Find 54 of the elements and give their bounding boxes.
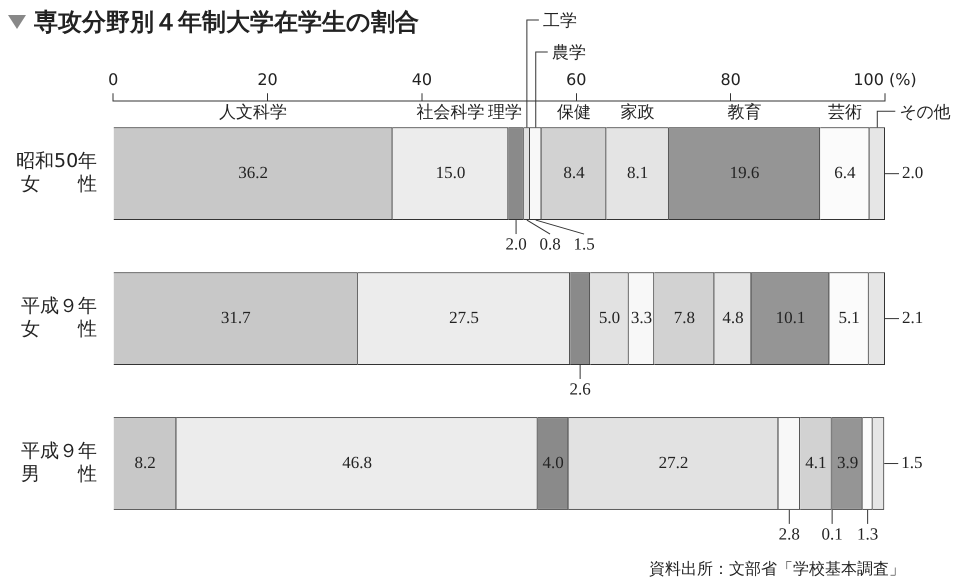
data-label: 8.4 — [563, 163, 586, 182]
x-tick-label: 40 — [412, 70, 432, 89]
data-label: 27.5 — [449, 308, 479, 328]
x-tick-label: 60 — [566, 70, 586, 89]
data-label: 6.4 — [834, 163, 856, 182]
x-tick-label: 100 (%) — [853, 70, 917, 89]
data-label: 46.8 — [342, 453, 372, 472]
data-label: 4.0 — [542, 453, 564, 472]
data-label: 2.6 — [570, 379, 591, 398]
data-label: 2.0 — [902, 163, 924, 182]
text: 工学 — [542, 11, 577, 31]
data-label: 5.1 — [838, 308, 860, 328]
category-label: 昭和50年 — [16, 150, 98, 172]
data-label: 31.7 — [220, 308, 252, 328]
data-label: 2.1 — [902, 308, 924, 328]
data-label: 19.6 — [730, 163, 760, 182]
series-label: 人文科学 — [219, 102, 288, 122]
series-label: 芸術 — [828, 102, 862, 122]
x-tick-label: 80 — [720, 70, 741, 89]
data-label: 0.8 — [539, 234, 561, 254]
series-label: 理学 — [488, 102, 522, 122]
category-label: 女 性 — [21, 173, 98, 196]
series-label: その他 — [899, 102, 950, 122]
category-label: 男 性 — [21, 462, 98, 485]
data-label: 8.2 — [134, 453, 156, 472]
data-label: 5.0 — [598, 308, 620, 328]
category-label: 女 性 — [21, 318, 98, 340]
data-label: 15.0 — [436, 163, 466, 182]
text: 資料出所：文部省「学校基本調査」 — [649, 559, 905, 578]
x-tick-label: 0 — [108, 70, 118, 89]
data-label: 3.9 — [836, 453, 858, 472]
series-label: 家政 — [620, 102, 655, 122]
data-label: 10.1 — [776, 308, 806, 328]
series-label: 保健 — [556, 102, 591, 122]
chart-title: 専攻分野別４年制大学在学生の割合 — [34, 7, 419, 38]
data-label: 2.8 — [778, 524, 800, 544]
text: 農学 — [552, 43, 586, 63]
category-label: 平成９年 — [21, 440, 98, 462]
data-label: 3.3 — [630, 308, 652, 328]
category-label: 平成９年 — [21, 295, 98, 318]
data-label: 1.3 — [857, 524, 878, 544]
data-label: 27.2 — [658, 453, 688, 472]
data-label: 8.1 — [627, 163, 648, 182]
data-label: 4.8 — [722, 308, 744, 328]
data-label: 1.5 — [573, 234, 595, 254]
series-label: 社会科学 — [416, 102, 484, 122]
data-label: 0.1 — [822, 524, 843, 544]
data-label: 4.1 — [805, 453, 827, 472]
series-label: 教育 — [728, 102, 762, 122]
data-label: 1.5 — [901, 453, 922, 472]
x-tick-label: 20 — [257, 70, 278, 89]
data-label: 2.0 — [505, 234, 527, 254]
data-label: 36.2 — [238, 163, 268, 182]
data-label: 7.8 — [674, 308, 695, 328]
